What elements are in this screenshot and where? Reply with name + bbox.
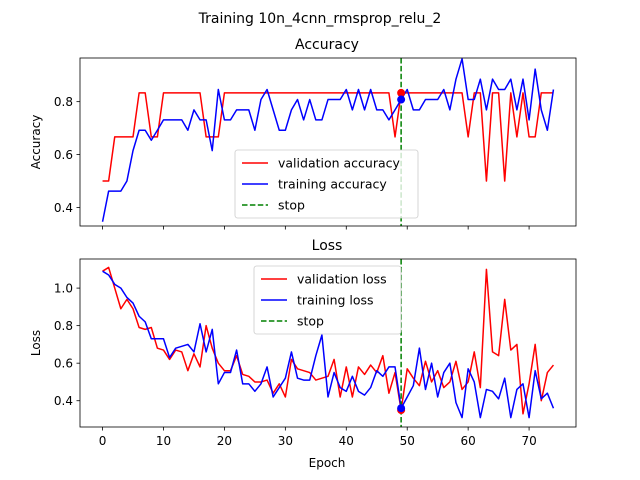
ytick-label: 0.6 xyxy=(54,148,73,162)
legend-label: validation loss xyxy=(297,272,387,287)
figure-suptitle: Training 10n_4cnn_rmsprop_relu_2 xyxy=(198,11,442,27)
validation-accuracy-line xyxy=(102,92,554,182)
xtick-label: 40 xyxy=(339,434,354,448)
accuracy-axes-frame xyxy=(79,57,577,227)
xtick-label: 70 xyxy=(521,434,536,448)
legend-label: stop xyxy=(278,198,305,213)
xtick-label: 30 xyxy=(278,434,293,448)
loss-panel-title: Loss xyxy=(312,238,343,254)
xtick-label: 60 xyxy=(461,434,476,448)
validation-loss-line xyxy=(102,266,555,415)
xtick-label: 20 xyxy=(217,434,232,448)
loss-ylabel: Loss xyxy=(29,330,43,356)
ytick-label: 0.4 xyxy=(54,201,73,215)
training-accuracy-line xyxy=(101,58,555,222)
xtick-label: 10 xyxy=(156,434,171,448)
stop-marker xyxy=(397,95,406,104)
legend-label: stop xyxy=(297,314,324,329)
accuracy-plot-area xyxy=(101,58,555,226)
stop-marker xyxy=(397,88,406,97)
ytick-label: 1.0 xyxy=(54,282,73,296)
ytick-label: 0.8 xyxy=(54,95,73,109)
accuracy-legend: validation accuracy training accuracy stop xyxy=(234,149,419,219)
stop-marker xyxy=(397,404,406,413)
accuracy-panel-title: Accuracy xyxy=(295,37,359,53)
loss-panel: Loss Loss Epoch validation loss training … xyxy=(29,238,577,470)
xtick-label: 50 xyxy=(400,434,415,448)
loss-axes-frame xyxy=(79,258,577,428)
loss-legend: validation loss training loss stop xyxy=(253,265,402,335)
ytick-label: 0.4 xyxy=(54,394,73,408)
legend-box xyxy=(253,265,402,335)
legend-label: training accuracy xyxy=(278,177,387,192)
training-loss-line xyxy=(102,270,555,419)
loss-xlabel: Epoch xyxy=(309,456,346,470)
ytick-label: 0.6 xyxy=(54,357,73,371)
xtick-label: 0 xyxy=(99,434,107,448)
accuracy-panel: Accuracy Accuracy validation accuracy tra… xyxy=(29,37,577,230)
legend-box xyxy=(234,149,419,219)
loss-plot-area xyxy=(102,259,555,427)
accuracy-ylabel: Accuracy xyxy=(29,115,43,170)
legend-label: validation accuracy xyxy=(278,156,401,171)
ytick-label: 0.8 xyxy=(54,319,73,333)
legend-label: training loss xyxy=(297,293,374,308)
